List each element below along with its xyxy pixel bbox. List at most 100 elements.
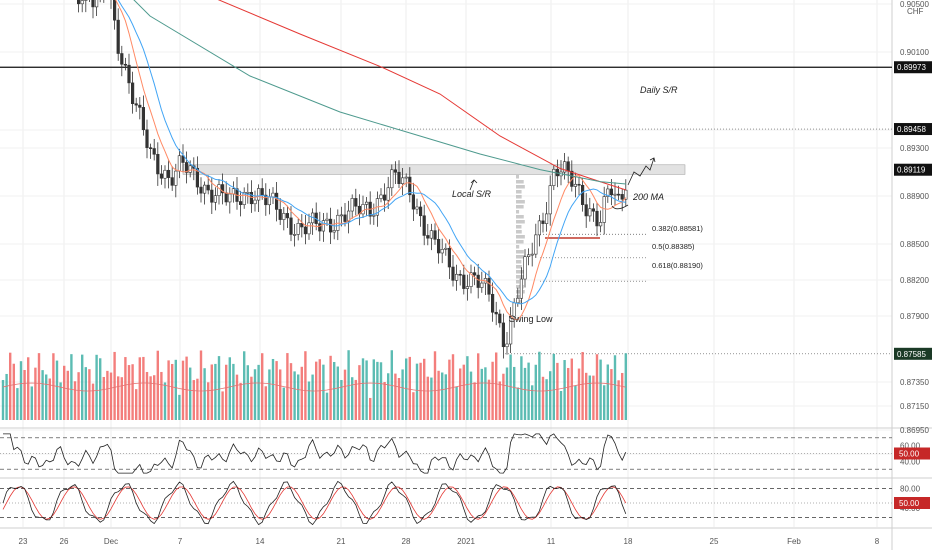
volume-bar (376, 362, 378, 420)
volume-bar (63, 366, 65, 420)
candle-body (430, 231, 433, 239)
volume-profile-bar (516, 260, 521, 264)
volume-bar (412, 392, 414, 420)
price-tick-label: 0.86950 (900, 426, 929, 435)
candle-body (157, 154, 160, 174)
volume-bar (549, 371, 551, 420)
volume-bar (430, 378, 432, 420)
candle-body (524, 257, 527, 279)
candle-body (373, 215, 376, 216)
price-tick-label: 0.87150 (900, 402, 929, 411)
volume-bar (5, 374, 7, 420)
x-tick-label: 26 (60, 537, 69, 546)
candle-body (239, 202, 242, 205)
volume-bar (502, 374, 504, 420)
candle-body (499, 314, 502, 323)
volume-profile-bar (516, 240, 524, 244)
candle-body (142, 107, 145, 129)
candle-body (124, 64, 127, 65)
candle-body (383, 195, 386, 200)
volume-profile-bar (516, 280, 519, 284)
candle-body (531, 254, 534, 255)
volume-bar (398, 378, 400, 420)
volume-bar (394, 374, 396, 420)
volume-bar (171, 364, 173, 420)
volume-bar (560, 391, 562, 420)
volume-bar (329, 356, 331, 420)
candle-body (473, 273, 476, 275)
volume-bar (610, 369, 612, 420)
candle-body (211, 190, 214, 202)
volume-bar (401, 369, 403, 420)
candle-body (250, 192, 253, 203)
volume-bar (524, 368, 526, 420)
volume-bar (423, 359, 425, 420)
volume-bar (448, 360, 450, 420)
volume-bar (383, 382, 385, 420)
candle-body (412, 195, 415, 209)
volume-bar (218, 356, 220, 420)
candle-body (218, 185, 221, 196)
annotation-200-ma: 200 MA (632, 192, 664, 202)
volume-bar (340, 380, 342, 420)
volume-bar (466, 356, 468, 420)
candle-body (517, 298, 520, 303)
volume-profile-bar (516, 195, 522, 199)
volume-bar (193, 380, 195, 420)
stoch-tick-label: 80.00 (900, 485, 921, 494)
candle-body (398, 172, 401, 183)
volume-bar (437, 371, 439, 420)
candle-body (160, 174, 163, 178)
candle-body (135, 104, 138, 105)
candle-body (416, 207, 419, 209)
volume-bar (110, 373, 112, 420)
price-level-label: 0.89458 (897, 125, 926, 134)
volume-bar (175, 360, 177, 420)
volume-bar (2, 380, 4, 420)
volume-bar (106, 371, 108, 420)
volume-bar (153, 375, 155, 420)
volume-bar (38, 353, 40, 420)
candle-body (459, 274, 462, 275)
candle-body (139, 105, 142, 107)
candle-body (549, 186, 552, 214)
volume-bar (275, 361, 277, 420)
volume-bar (160, 372, 162, 420)
volume-bar (538, 352, 540, 420)
fib-label-0618: 0.618(0.88190) (652, 261, 703, 270)
volume-bar (380, 362, 382, 420)
candle-body (610, 189, 613, 195)
candle-body (445, 248, 448, 249)
volume-bar (607, 364, 609, 420)
volume-bar (365, 360, 367, 420)
candle-body (214, 196, 217, 203)
candle-body (247, 192, 250, 193)
volume-bar (243, 351, 245, 420)
volume-bar (272, 359, 274, 420)
price-tick-label: 0.90100 (900, 48, 929, 57)
candle-body (448, 248, 451, 267)
x-tick-label: 8 (875, 537, 880, 546)
candle-body (578, 184, 581, 185)
volume-bar (387, 373, 389, 420)
stoch-current-label: 50.00 (899, 499, 920, 508)
volume-profile-bar (516, 180, 524, 184)
price-level-label: 0.87585 (897, 350, 926, 359)
candle-body (290, 218, 293, 235)
volume-bar (308, 381, 310, 420)
candle-body (599, 222, 602, 225)
candle-body (617, 194, 620, 195)
candle-body (520, 279, 523, 298)
candle-body (257, 188, 260, 200)
candle-body (477, 275, 480, 287)
volume-bar (124, 357, 126, 420)
candle-body (603, 197, 606, 223)
volume-bar (178, 395, 180, 420)
x-tick-label: 21 (337, 537, 346, 546)
x-tick-label: Feb (787, 537, 801, 546)
volume-bar (351, 377, 353, 420)
volume-bar (434, 351, 436, 420)
candle-body (506, 344, 509, 347)
candle-body (333, 230, 336, 232)
volume-bar (239, 383, 241, 420)
